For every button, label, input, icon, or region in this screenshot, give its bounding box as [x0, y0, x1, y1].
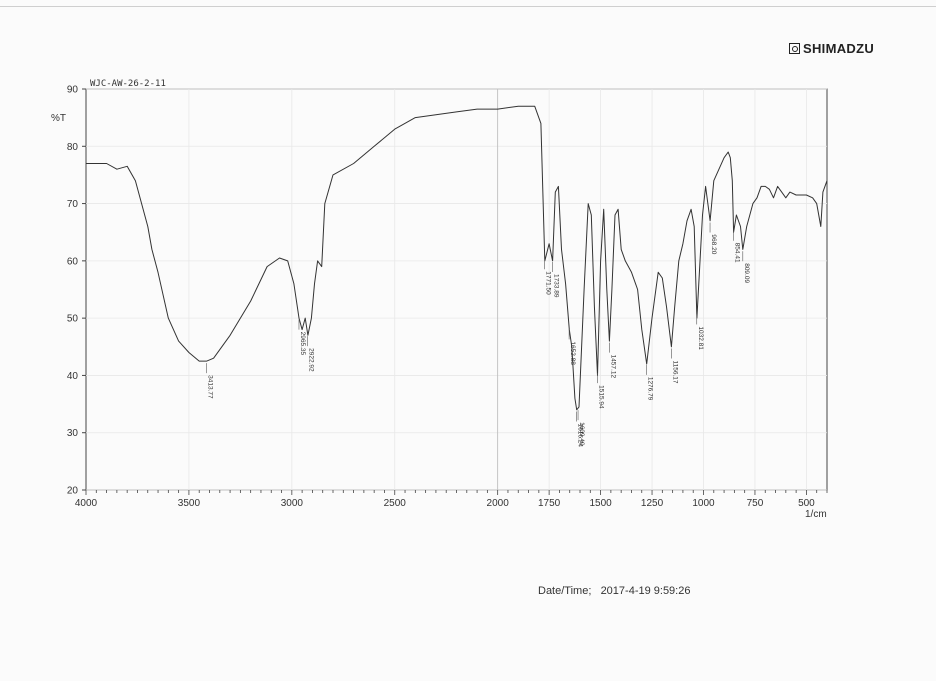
date-time-label: Date/Time; [538, 585, 592, 597]
x-tick-label: 3500 [178, 498, 201, 509]
x-tick-label: 2500 [384, 498, 407, 509]
x-tick-label: 4000 [75, 498, 98, 509]
shimadzu-logo-icon [789, 43, 800, 54]
top-border-line [0, 6, 936, 7]
peak-annotation-label: 1515.94 [597, 385, 604, 409]
x-tick-label: 500 [798, 498, 815, 509]
x-tick-label: 2000 [487, 498, 510, 509]
y-tick-label: 90 [67, 85, 79, 96]
y-axis-label: %T [51, 113, 66, 124]
peak-annotation-label: 1032.81 [697, 326, 704, 350]
x-tick-label: 3000 [281, 498, 304, 509]
peak-annotation-label: 1652.88 [569, 341, 576, 365]
brand-name: SHIMADZU [803, 41, 875, 56]
x-tick-label: 1250 [641, 498, 664, 509]
spectrum-series-line [86, 105, 828, 411]
peak-annotation-label: 2922.92 [308, 348, 315, 372]
y-tick-label: 60 [67, 256, 79, 267]
x-tick-label: 1000 [692, 498, 715, 509]
shimadzu-logo: SHIMADZU [789, 41, 874, 56]
chart-title: WJC-AW-26-2-11 [90, 79, 166, 89]
date-time-footer: Date/Time; 2017-4-19 9:59:26 [538, 585, 690, 597]
peak-annotation-label: 854.41 [733, 243, 740, 263]
peak-annotation-label: 1733.89 [552, 274, 559, 298]
peak-annotation-label: 3413.77 [207, 375, 214, 399]
y-tick-label: 70 [67, 199, 79, 210]
peak-annotation-label: 1276.79 [647, 377, 654, 401]
peak-annotation-label: 1616.24 [577, 423, 584, 447]
y-tick-label: 50 [67, 314, 79, 325]
x-axis-label: 1/cm [805, 509, 827, 520]
peak-annotation-label: 1609.49 [578, 422, 585, 446]
peak-annotation-label: 1771.50 [545, 271, 552, 295]
peak-annotation-label: 1457.12 [609, 355, 616, 379]
peak-annotation-label: 809.09 [743, 263, 750, 283]
y-tick-label: 20 [67, 486, 79, 497]
plot-frame [85, 88, 828, 491]
peak-annotation-label: 968.20 [710, 234, 717, 254]
x-tick-label: 750 [747, 498, 764, 509]
x-tick-label: 1750 [538, 498, 561, 509]
x-tick-label: 1500 [589, 498, 612, 509]
peak-annotation-label: 1156.17 [671, 361, 678, 384]
y-tick-label: 80 [67, 142, 79, 153]
peak-annotation-label: 2965.35 [299, 332, 306, 356]
y-tick-label: 30 [67, 428, 79, 439]
date-time-value: 2017-4-19 9:59:26 [600, 585, 691, 597]
y-tick-label: 40 [67, 371, 79, 382]
